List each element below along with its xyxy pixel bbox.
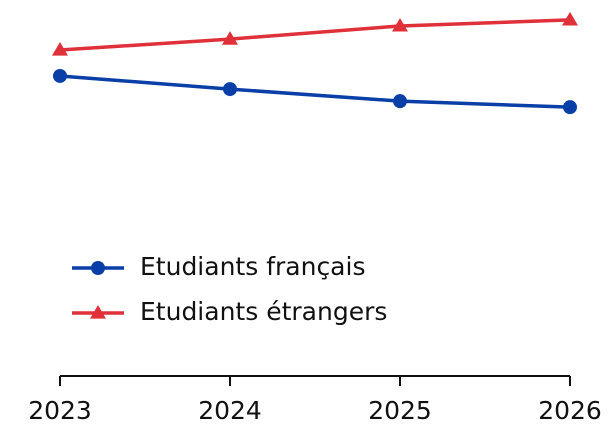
- point: [222, 31, 238, 45]
- legend-label: Etudiants français: [140, 252, 365, 281]
- x-tick-label: 2023: [28, 396, 92, 425]
- legend-marker: [90, 305, 106, 319]
- point: [392, 17, 408, 32]
- point: [53, 68, 67, 83]
- series-line: [59, 74, 571, 109]
- legend-marker: [91, 261, 105, 275]
- x-tick-label: 2026: [538, 396, 602, 425]
- x-tick-label: 2024: [198, 396, 262, 425]
- point: [393, 94, 407, 109]
- series-line: [59, 18, 571, 52]
- x-tick-label: 2025: [368, 396, 432, 425]
- point: [563, 100, 577, 115]
- legend-label: Etudiants étrangers: [140, 297, 387, 326]
- point: [52, 42, 68, 56]
- point: [562, 11, 578, 26]
- point: [223, 82, 237, 97]
